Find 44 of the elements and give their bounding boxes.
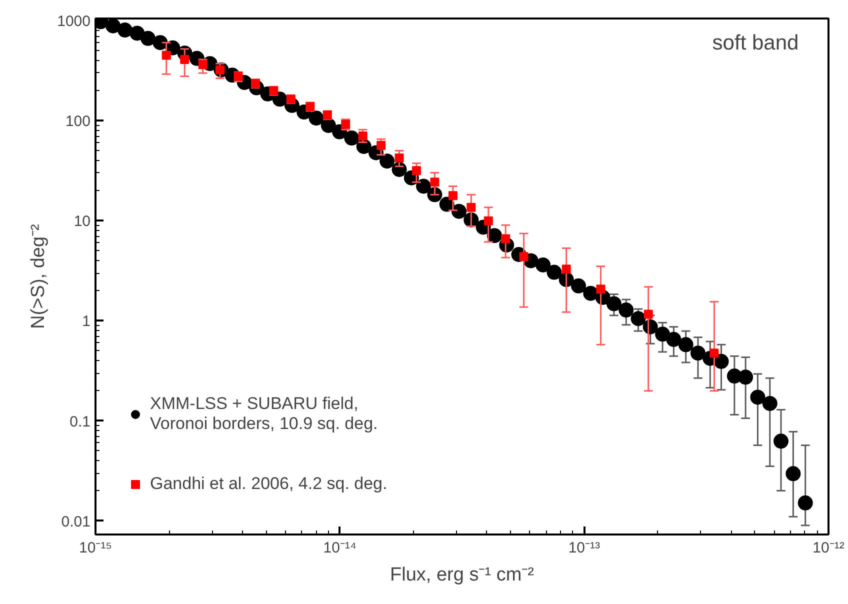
point [320, 118, 336, 133]
y-tick-label: 0.1 [70, 413, 91, 430]
point [798, 495, 813, 510]
point [130, 26, 145, 41]
annotation: soft band [712, 32, 799, 54]
point [655, 326, 670, 342]
legend-label: XMM-LSS + SUBARU field, Voronoi borders, 10.9 sq. deg. [150, 394, 378, 434]
x-tick-label: 10⁻¹² [812, 540, 844, 556]
point [678, 337, 694, 352]
point [344, 130, 360, 146]
point [714, 354, 729, 369]
point [583, 286, 598, 301]
point [380, 154, 395, 169]
point [750, 390, 766, 405]
point [738, 370, 754, 385]
x-axis-title: Flux, erg s⁻¹ cm⁻² [390, 564, 534, 586]
point [536, 257, 551, 272]
point [140, 30, 156, 46]
point [786, 466, 801, 482]
point [666, 332, 682, 347]
point [106, 18, 121, 34]
x-tick-label: 10⁻¹⁴ [323, 540, 356, 556]
point [606, 296, 622, 312]
y-tick-label: 100 [65, 113, 91, 130]
y-tick-label: 1000 [57, 13, 91, 30]
point [571, 278, 586, 294]
point [690, 346, 706, 361]
point [416, 178, 432, 194]
point [308, 110, 324, 126]
y-axis-title: N(>S), deg⁻² [28, 224, 50, 329]
point [451, 204, 466, 219]
y-tick-label: 10 [74, 213, 91, 230]
point [630, 311, 646, 326]
point [152, 35, 168, 50]
legend-label: Gandhi et al. 2006, 4.2 sq. deg. [150, 473, 388, 495]
point [762, 396, 778, 411]
x-tick-label: 10⁻¹³ [568, 540, 600, 556]
y-tick-label: 1 [82, 313, 90, 330]
y-tick-label: 0.01 [61, 513, 91, 530]
point [773, 434, 788, 449]
point [117, 22, 132, 38]
point [618, 302, 634, 318]
x-tick-label: 10⁻¹⁵ [79, 540, 112, 556]
point [546, 264, 562, 280]
